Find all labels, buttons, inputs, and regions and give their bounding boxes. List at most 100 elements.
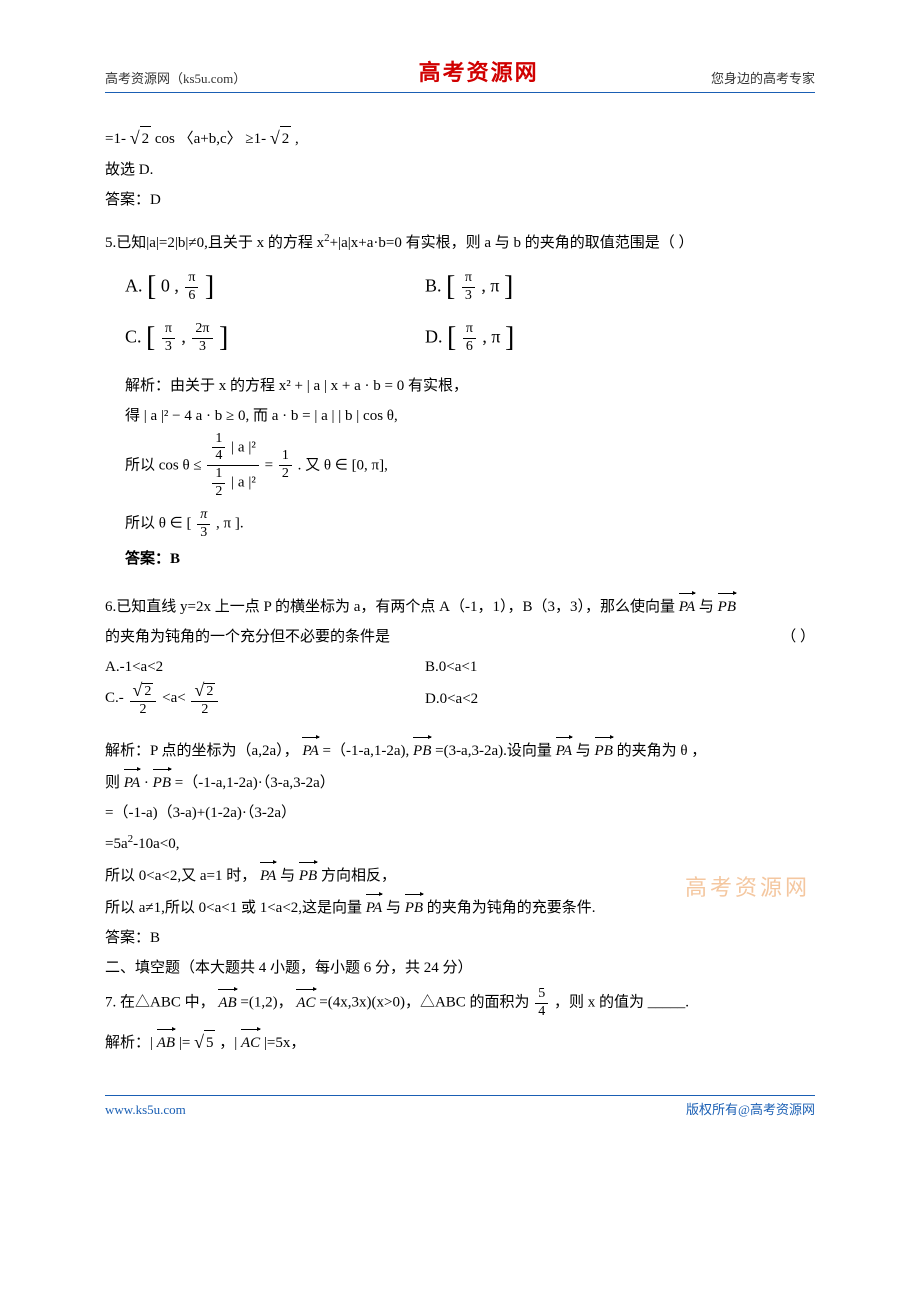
- vector-ab: AB: [157, 1029, 175, 1055]
- frac-den: 2: [212, 484, 225, 501]
- bracket-icon: ]: [205, 271, 214, 302]
- page-header: 高考资源网（ks5u.com） 高考资源网 您身边的高考专家: [105, 55, 815, 93]
- text: ·: [144, 775, 153, 791]
- text: ，|: [219, 1035, 237, 1051]
- footer-url: www.ks5u.com: [105, 1100, 186, 1121]
- header-right: 您身边的高考专家: [711, 69, 815, 90]
- text: 所以 a≠1,所以 0<a<1 或 1<a<2,这是向量: [105, 900, 362, 916]
- option-label: C.: [125, 326, 146, 346]
- text: 与: [280, 868, 295, 884]
- text: 解析：|: [105, 1035, 153, 1051]
- q6-answer: 答案：B: [105, 926, 815, 950]
- q5-option-b: B. [ π3 , π ]: [425, 265, 513, 310]
- sqrt-icon: √: [194, 680, 204, 700]
- frac-num: π: [162, 321, 175, 339]
- frac-den: 3: [462, 288, 475, 305]
- q6-sol-1: 解析：P 点的坐标为（a,2a）， PA =（-1-a,1-2a), PB =(…: [105, 737, 815, 763]
- vector-pb: PB: [595, 737, 613, 763]
- header-center-logo: 高考资源网: [419, 55, 539, 90]
- text: |=5x，: [264, 1035, 305, 1051]
- text: 5.已知|a|=2|b|≠0,且关于 x 的方程 x: [105, 235, 324, 251]
- text: +|a|x+a·b=0 有实根，则 a 与 b 的夹角的取值范围是（ ）: [330, 235, 694, 251]
- text: 解析：P 点的坐标为（a,2a），: [105, 743, 299, 759]
- solution-line: 所以 cos θ ≤ 14 | a |² 12 | a |² = 12 . 又 …: [125, 431, 815, 501]
- sqrt-value: 2: [140, 126, 152, 151]
- option-label: B.: [425, 276, 446, 296]
- text: | a |²: [227, 475, 255, 491]
- frac-num: π: [185, 270, 198, 288]
- q5-solution: 解析：由关于 x 的方程 x² + | a | x + a · b = 0 有实…: [125, 371, 815, 501]
- vector-pa: PA: [366, 894, 382, 920]
- text: ,: [295, 131, 299, 147]
- bracket-icon: [: [146, 322, 155, 353]
- solution-line: 得 | a |² − 4 a · b ≥ 0, 而 a · b = | a | …: [125, 401, 815, 431]
- sqrt-value: 2: [204, 683, 215, 701]
- q7-stem: 7. 在△ABC 中， AB =(1,2)， AC =(4x,3x)(x>0)，…: [105, 986, 815, 1021]
- text: 的夹角为钝角的充要条件.: [427, 900, 596, 916]
- q5-stem: 5.已知|a|=2|b|≠0,且关于 x 的方程 x2+|a|x+a·b=0 有…: [105, 230, 815, 255]
- q6-option-d: D.0<a<2: [425, 687, 478, 711]
- q6-stem-2: 的夹角为钝角的一个充分但不必要的条件是 （ ）: [105, 625, 815, 649]
- bracket-icon: [: [447, 322, 456, 353]
- sqrt-icon: √: [194, 1032, 204, 1052]
- q5-option-d: D. [ π6 , π ]: [425, 316, 514, 361]
- text: 所以 θ ∈ [: [125, 516, 195, 532]
- intro-line-2: 故选 D.: [105, 158, 815, 182]
- text: . 又 θ ∈ [0, π],: [298, 457, 388, 473]
- bracket-icon: [: [147, 271, 156, 302]
- document-body: =1- √2 cos 〈a+b,c〉 ≥1- √2 , 故选 D. 答案：D 5…: [105, 123, 815, 1055]
- frac-den: 2: [130, 702, 157, 719]
- text: 所以 0<a<2,又 a=1 时，: [105, 868, 256, 884]
- vector-ac: AC: [296, 989, 315, 1015]
- vector-pa: PA: [556, 737, 572, 763]
- text: 则: [105, 775, 120, 791]
- text: -10a<0,: [133, 836, 179, 852]
- q6-sol-2: 则 PA · PB =（-1-a,1-2a)·（3-a,3-2a）: [105, 769, 815, 795]
- text: =5a: [105, 836, 128, 852]
- text: cos 〈a+b,c〉 ≥1-: [155, 131, 270, 147]
- q6-sol-3: =（-1-a)（3-a)+(1-2a)·（3-2a）: [105, 801, 815, 825]
- vector-pa: PA: [124, 769, 140, 795]
- sqrt-value: 2: [280, 126, 292, 151]
- text: 7. 在△ABC 中，: [105, 995, 215, 1011]
- frac-den: 3: [192, 339, 212, 356]
- frac-den: 3: [162, 339, 175, 356]
- footer-copyright: 版权所有@高考资源网: [686, 1100, 815, 1121]
- vector-pb: PB: [413, 737, 431, 763]
- vector-pa: PA: [679, 593, 695, 619]
- q5-solution-line4: 所以 θ ∈ [ π3 , π ].: [125, 507, 815, 542]
- q7-solution: 解析：| AB |= √5 ，| AC |=5x，: [105, 1027, 815, 1056]
- vector-pa: PA: [302, 737, 318, 763]
- text: =(4x,3x)(x>0)，△ABC 的面积为: [319, 995, 529, 1011]
- header-left: 高考资源网（ks5u.com）: [105, 69, 246, 90]
- bracket-icon: [: [446, 271, 455, 302]
- vector-pb: PB: [299, 862, 317, 888]
- big-fraction: 14 | a |² 12 | a |²: [207, 431, 258, 501]
- text: 的夹角为钝角的一个充分但不必要的条件是: [105, 625, 390, 649]
- q6-option-a: A.-1<a<2: [105, 655, 425, 679]
- frac-den: 3: [197, 525, 210, 542]
- q6-sol-4: =5a2-10a<0,: [105, 831, 815, 856]
- sqrt-value: 5: [204, 1030, 216, 1055]
- frac-den: 6: [463, 339, 476, 356]
- bracket-icon: ]: [505, 322, 514, 353]
- q6-sol-5: 所以 0<a<2,又 a=1 时， PA 与 PB 方向相反，: [105, 862, 815, 888]
- section-2-header: 二、填空题（本大题共 4 小题，每小题 6 分，共 24 分）: [105, 956, 815, 980]
- text: =(3-a,3-2a).设向量: [435, 743, 552, 759]
- frac-den: 6: [185, 288, 198, 305]
- sqrt-icon: √: [133, 680, 143, 700]
- frac-num: 2π: [192, 321, 212, 339]
- text: 所以 cos θ ≤: [125, 457, 205, 473]
- intro-answer: 答案：D: [105, 188, 815, 212]
- text: | a |²: [227, 439, 255, 455]
- q5-option-c: C. [ π3 , 2π3 ]: [125, 316, 425, 361]
- frac-den: 4: [535, 1004, 548, 1021]
- answer-blank: （ ）: [781, 625, 815, 649]
- text: =1-: [105, 131, 130, 147]
- frac-den: 4: [212, 448, 225, 465]
- frac-num: 1: [212, 431, 225, 449]
- frac-num: 1: [212, 466, 225, 484]
- frac-num: π: [462, 270, 475, 288]
- text: 与: [386, 900, 405, 916]
- frac-num: 5: [535, 986, 548, 1004]
